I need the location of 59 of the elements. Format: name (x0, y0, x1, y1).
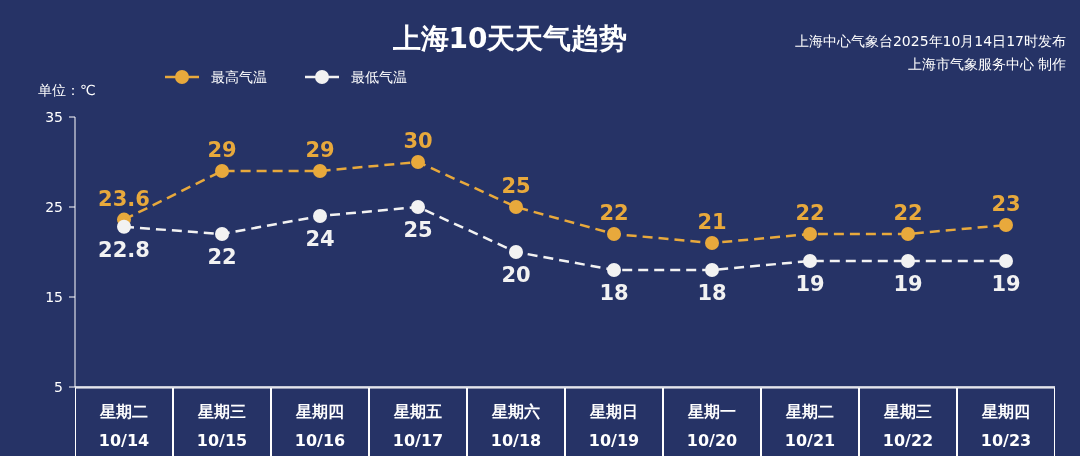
data-label: 22 (893, 201, 923, 225)
point (999, 254, 1013, 268)
point (901, 227, 915, 241)
x-tick-label: 星期三 10/15 (196, 402, 248, 450)
x-tick-label: 星期六 10/18 (490, 402, 542, 450)
chart-title: 上海10天天气趋势 (391, 22, 628, 55)
data-label: 25 (501, 174, 531, 198)
data-label: 25 (403, 218, 433, 242)
data-label: 19 (991, 272, 1021, 296)
data-label: 24 (305, 227, 335, 251)
text: 上海市气象服务中心 制作 (907, 56, 1066, 72)
y-tick-label: 5 (54, 379, 63, 395)
x-tick-label: 星期一 10/20 (686, 402, 738, 450)
data-label: 23.6 (98, 186, 150, 211)
point (411, 155, 425, 169)
point (705, 263, 719, 277)
data-label: 21 (697, 210, 727, 234)
data-label: 22 (795, 201, 825, 225)
point (803, 227, 817, 241)
point (607, 263, 621, 277)
data-label: 20 (501, 263, 531, 287)
point (901, 254, 915, 268)
x-tick-label: 星期三 10/22 (882, 402, 934, 450)
x-tick-label: 星期五 10/17 (392, 402, 444, 450)
data-label: 18 (599, 281, 629, 305)
point (411, 200, 425, 214)
data-label: 23 (991, 192, 1021, 216)
y-tick-label: 25 (45, 199, 63, 215)
data-label: 30 (403, 129, 433, 153)
legend-label: 最低气温 (351, 69, 407, 85)
legend-label: 最高气温 (211, 69, 267, 85)
y-tick-label: 35 (45, 109, 63, 125)
data-label: 22.8 (98, 237, 150, 262)
x-tick-label: 星期二 10/21 (784, 402, 836, 450)
point (117, 219, 131, 234)
x-tick-label: 星期日 10/19 (588, 402, 640, 450)
point (215, 164, 229, 178)
point (313, 209, 327, 223)
point (509, 200, 523, 214)
point (607, 227, 621, 241)
data-label: 29 (207, 138, 237, 162)
data-label: 18 (697, 281, 727, 305)
data-label: 22 (599, 201, 629, 225)
point (705, 236, 719, 250)
text: 上海中心气象台2025年10月14日17时发布 (794, 33, 1066, 49)
point (313, 164, 327, 178)
x-tick-label: 星期四 10/16 (294, 402, 346, 450)
point (509, 245, 523, 259)
point (999, 218, 1013, 232)
y-tick-label: 15 (45, 289, 63, 305)
y-axis-title: 单位：℃ (38, 82, 96, 98)
x-tick-label: 星期四 10/23 (980, 402, 1032, 450)
point (215, 227, 229, 241)
data-label: 19 (893, 272, 923, 296)
data-label: 29 (305, 138, 335, 162)
data-label: 22 (207, 245, 237, 269)
data-label: 19 (795, 272, 825, 296)
x-tick-label: 星期二 10/14 (98, 402, 150, 450)
point (803, 254, 817, 268)
